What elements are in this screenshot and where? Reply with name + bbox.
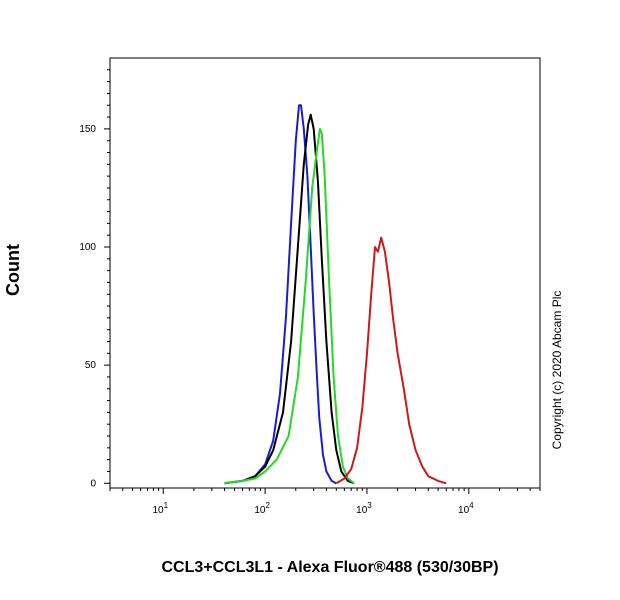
plot-frame <box>109 57 541 489</box>
x-tick-label: 102 <box>254 501 270 516</box>
x-axis-title: CCL3+CCL3L1 - Alexa Fluor®488 (530/30BP) <box>161 559 498 576</box>
series-layer <box>224 104 447 485</box>
y-axis-title: Count <box>3 244 23 296</box>
y-tick-label: 100 <box>79 242 96 253</box>
x-tick-label: 104 <box>458 501 474 516</box>
histogram-series-3 <box>224 127 355 485</box>
histogram-series-2 <box>224 113 355 485</box>
histogram-series-1 <box>224 104 337 485</box>
y-tick-label: 50 <box>85 360 97 371</box>
x-tick-label: 103 <box>356 501 372 516</box>
copyright-annotation: Copyright (c) 2020 Abcam Plc <box>550 291 564 450</box>
x-tick-label: 101 <box>152 501 168 516</box>
x-axis: 101 102 103 104 <box>109 488 541 516</box>
histogram-series-4 <box>335 236 447 485</box>
y-axis: 0 50 100 150 <box>79 69 110 489</box>
y-tick-label: 0 <box>90 478 96 489</box>
y-tick-label: 150 <box>79 124 96 135</box>
